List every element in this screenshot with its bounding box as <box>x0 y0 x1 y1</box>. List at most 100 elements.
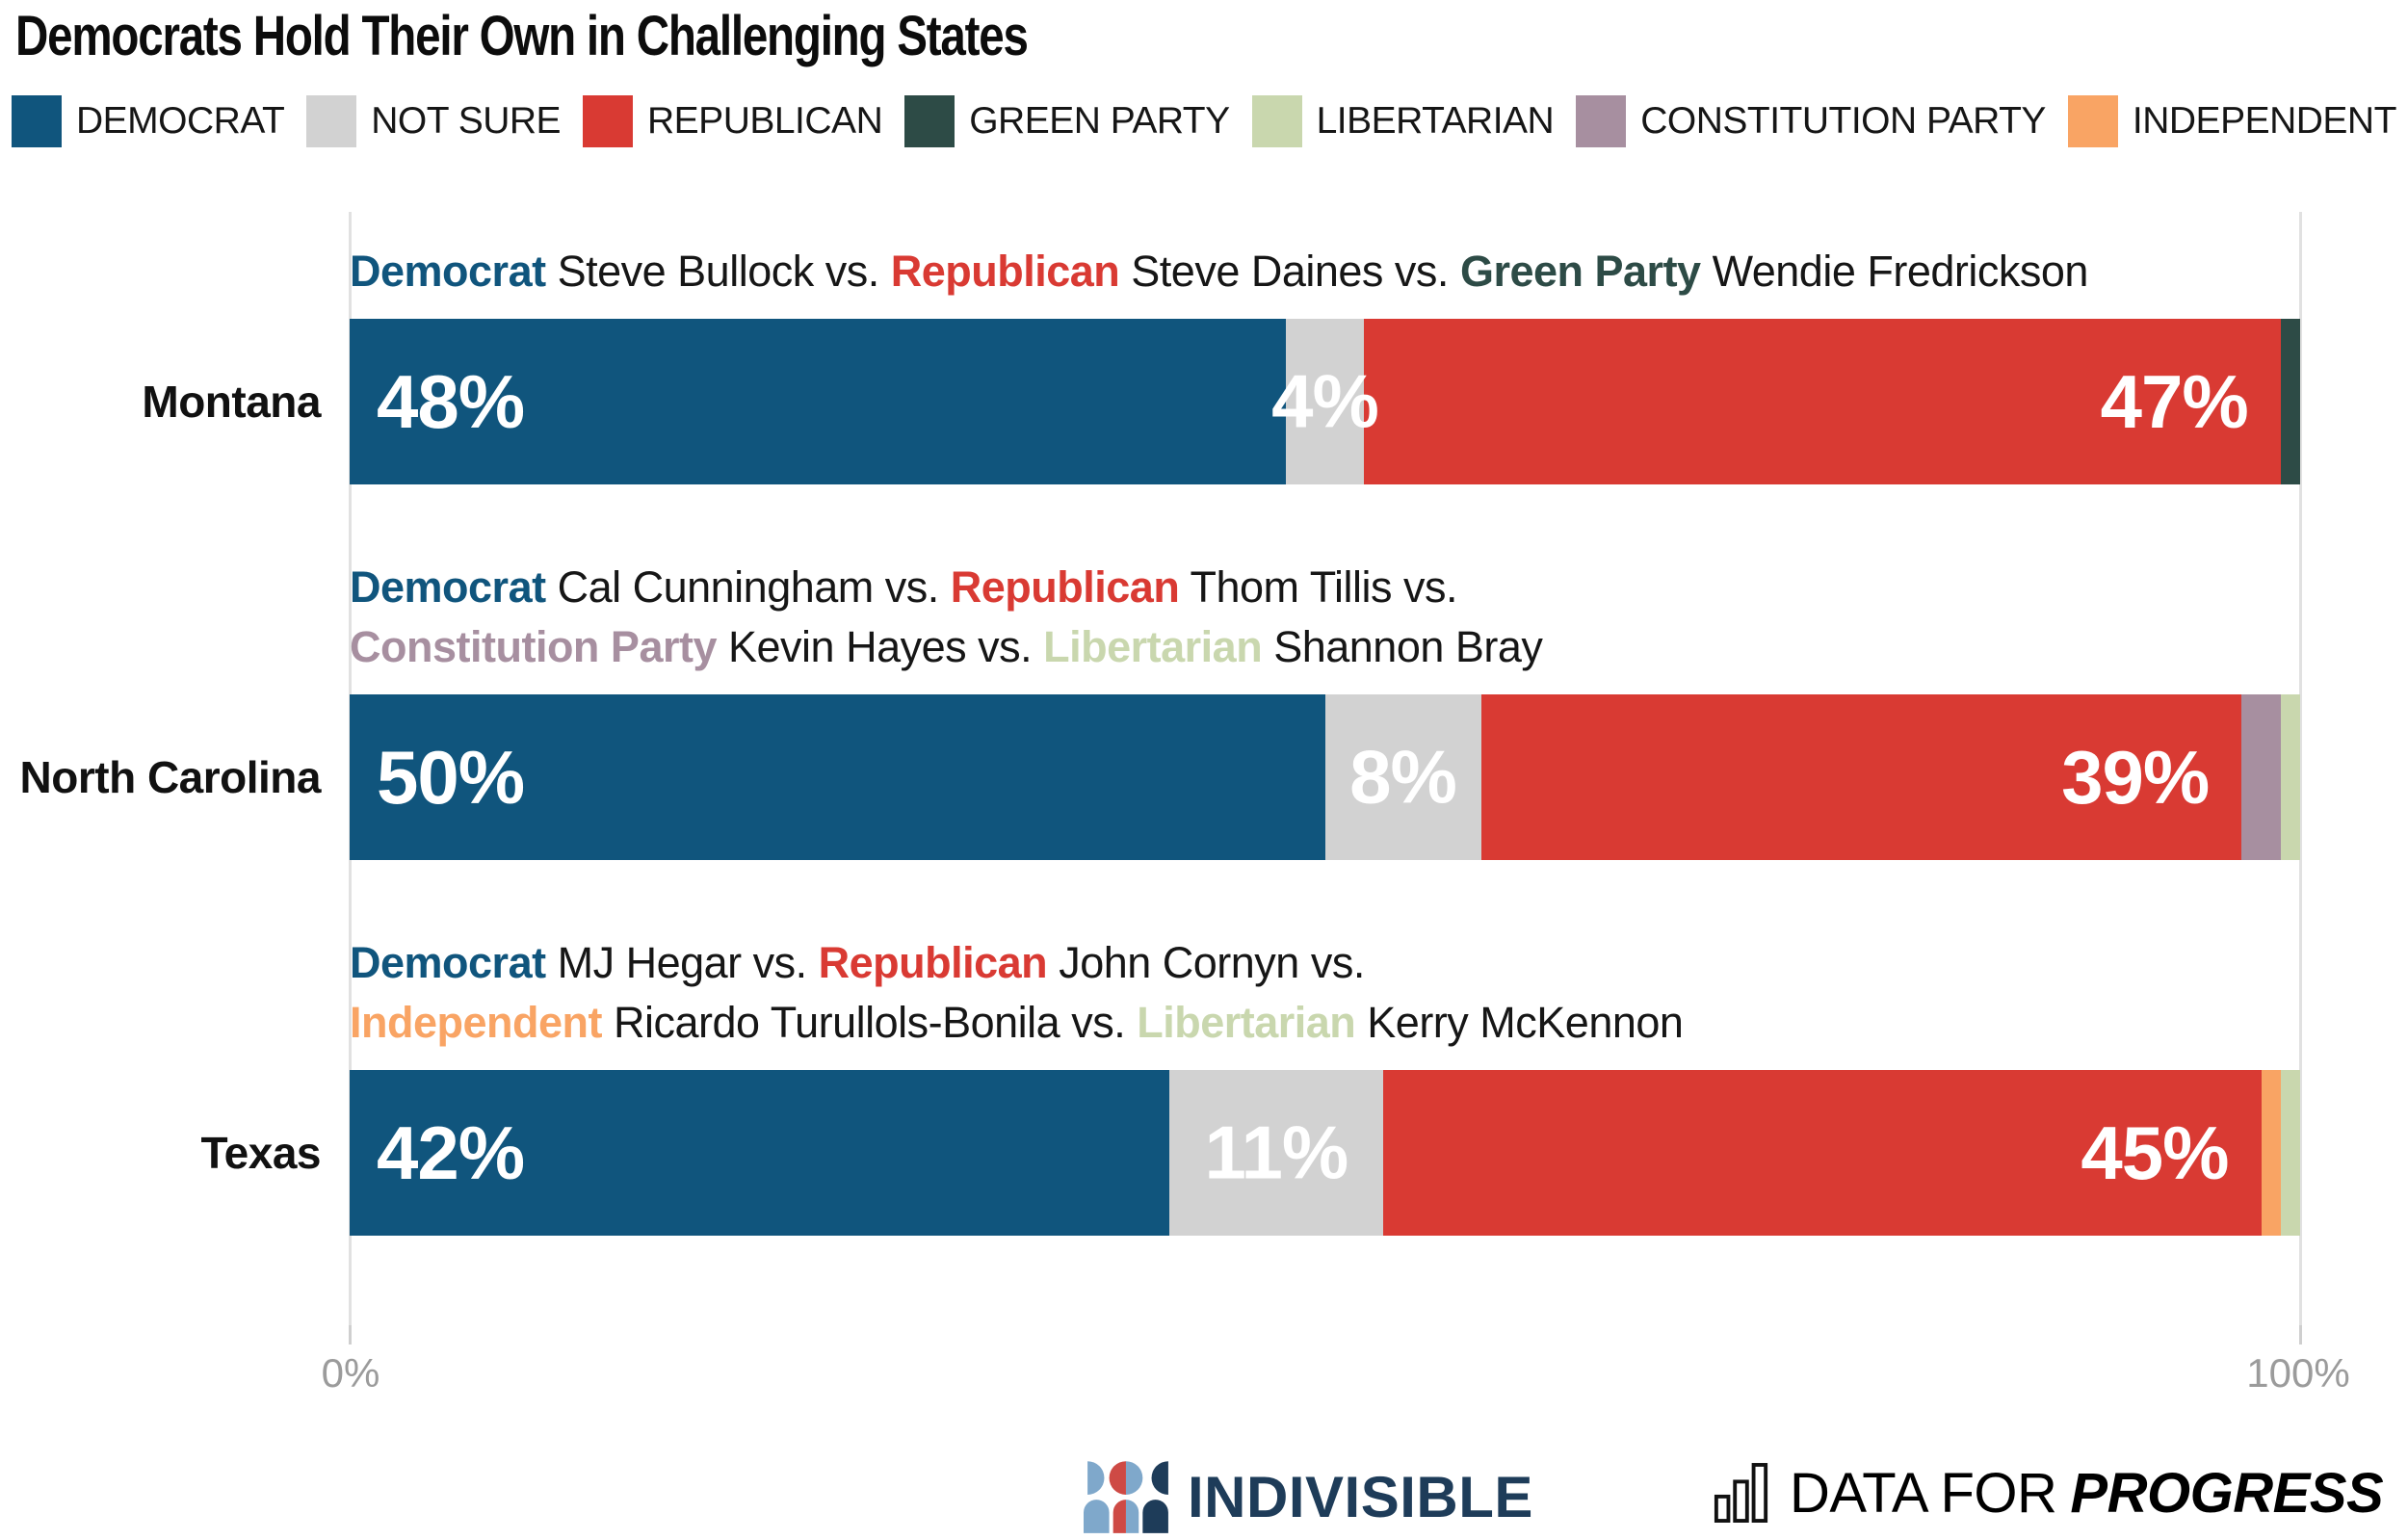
legend-swatch-democrat <box>12 95 62 147</box>
percent-label-texas-republican: 45% <box>2081 1109 2229 1195</box>
legend-label-not_sure: NOT SURE <box>371 100 562 142</box>
legend-swatch-green_party <box>904 95 955 147</box>
state-label-texas: Texas <box>200 1128 321 1178</box>
legend-item-republican: REPUBLICAN <box>583 95 883 147</box>
state-label-montana: Montana <box>142 377 321 427</box>
chart-row-texas: Democrat MJ Hegar vs. Republican John Co… <box>200 933 2300 1236</box>
race-label-line: Democrat MJ Hegar vs. Republican John Co… <box>350 933 2300 993</box>
candidate-text: John Cornyn vs. <box>1047 938 1365 987</box>
party-name-republican: Republican <box>890 247 1120 296</box>
candidate-text: Kevin Hayes vs. <box>717 622 1044 671</box>
candidate-text: Thom Tillis vs. <box>1179 562 1458 612</box>
party-name-democrat: Democrat <box>350 247 546 296</box>
segment-montana-green_party <box>2280 319 2300 484</box>
segment-texas-democrat: 42% <box>350 1070 1169 1236</box>
segment-montana-republican: 47% <box>1364 319 2281 484</box>
segment-montana-not_sure: 4% <box>1271 319 1379 484</box>
legend-item-not_sure: NOT SURE <box>306 95 562 147</box>
party-name-democrat: Democrat <box>350 938 546 987</box>
percent-label-texas-not_sure: 11% <box>1204 1109 1348 1195</box>
dfp-wordmark-regular: DATA FOR <box>1790 1461 2057 1525</box>
dfp-wordmark: DATA FOR PROGRESS <box>1790 1461 2384 1526</box>
chart-row-north-carolina: Democrat Cal Cunningham vs. Republican T… <box>20 558 2300 860</box>
legend-item-independent: INDEPENDENT <box>2067 95 2397 147</box>
party-name-democrat: Democrat <box>350 562 546 612</box>
axis-label-100: 100% <box>2246 1350 2350 1396</box>
candidate-text: MJ Hegar vs. <box>545 938 819 987</box>
legend: DEMOCRAT NOT SURE REPUBLICAN GREEN PARTY LIB… <box>12 95 2396 147</box>
race-label-north-carolina: Democrat Cal Cunningham vs. Republican T… <box>350 558 2300 677</box>
party-name-republican: Republican <box>950 562 1180 612</box>
percent-label-montana-republican: 47% <box>2100 358 2249 444</box>
axis-label-0: 0% <box>321 1350 380 1396</box>
percent-label-texas-democrat: 42% <box>377 1109 525 1195</box>
bar-wrap-texas: Texas 42% 11% 45% <box>200 1070 2300 1236</box>
legend-label-constitution_party: CONSTITUTION PARTY <box>1640 100 2046 142</box>
indivisible-wordmark: INDIVISIBLE <box>1188 1464 1533 1529</box>
indivisible-logo: INDIVISIBLE <box>1084 1460 1533 1533</box>
data-for-progress-logo: DATA FOR PROGRESS <box>1713 1460 2384 1526</box>
state-label-north-carolina: North Carolina <box>19 752 322 802</box>
race-label-line: Democrat Steve Bullock vs. Republican St… <box>350 242 2300 301</box>
candidate-text: Shannon Bray <box>1262 622 1543 671</box>
legend-label-democrat: DEMOCRAT <box>76 100 285 142</box>
segment-texas-independent <box>2261 1070 2281 1236</box>
candidate-text: Cal Cunningham vs. <box>545 562 951 612</box>
stacked-bar-texas: 42% 11% 45% <box>350 1070 2300 1236</box>
gridline-100pct <box>2299 212 2302 1343</box>
party-name-libertarian: Libertarian <box>1137 998 1356 1047</box>
legend-swatch-not_sure <box>306 95 357 147</box>
race-label-texas: Democrat MJ Hegar vs. Republican John Co… <box>350 933 2300 1053</box>
bar-wrap-north-carolina: North Carolina 50% 8% 39% <box>20 694 2300 860</box>
segment-texas-not_sure: 11% <box>1168 1070 1384 1236</box>
legend-label-green_party: GREEN PARTY <box>969 100 1230 142</box>
segment-north-carolina-constitution_party <box>2241 694 2281 860</box>
party-name-constitution_party: Constitution Party <box>350 622 718 671</box>
legend-swatch-independent <box>2067 95 2118 147</box>
legend-item-libertarian: LIBERTARIAN <box>1251 95 1555 147</box>
stacked-bar-north-carolina: 50% 8% 39% <box>350 694 2300 860</box>
candidate-text: Steve Daines vs. <box>1119 247 1460 296</box>
dfp-wordmark-bold: PROGRESS <box>2070 1461 2384 1525</box>
legend-swatch-republican <box>583 95 633 147</box>
legend-item-democrat: DEMOCRAT <box>12 95 285 147</box>
indivisible-icon <box>1084 1461 1168 1533</box>
axis-tick-0 <box>349 1325 352 1344</box>
legend-swatch-libertarian <box>1251 95 1302 147</box>
legend-swatch-constitution_party <box>1576 95 1627 147</box>
percent-label-north-carolina-republican: 39% <box>2061 734 2210 820</box>
segment-north-carolina-libertarian <box>2280 694 2300 860</box>
candidate-text: Ricardo Turullols-Bonila vs. <box>602 998 1138 1047</box>
party-name-libertarian: Libertarian <box>1043 622 1263 671</box>
legend-item-green_party: GREEN PARTY <box>904 95 1230 147</box>
legend-item-constitution_party: CONSTITUTION PARTY <box>1576 95 2046 147</box>
race-label-line: Constitution Party Kevin Hayes vs. Liber… <box>350 617 2300 677</box>
segment-north-carolina-not_sure: 8% <box>1324 694 1481 860</box>
percent-label-north-carolina-not_sure: 8% <box>1349 734 1457 820</box>
legend-label-republican: REPUBLICAN <box>647 100 883 142</box>
percent-label-north-carolina-democrat: 50% <box>377 734 525 820</box>
stacked-bar-montana: 48% 4% 47% <box>350 319 2300 484</box>
percent-label-montana-not_sure: 4% <box>1271 358 1379 444</box>
legend-label-libertarian: LIBERTARIAN <box>1316 100 1555 142</box>
segment-north-carolina-republican: 39% <box>1480 694 2242 860</box>
race-label-line: Democrat Cal Cunningham vs. Republican T… <box>350 558 2300 617</box>
party-name-republican: Republican <box>818 938 1048 987</box>
segment-texas-libertarian <box>2280 1070 2300 1236</box>
candidate-text: Kerry McKennon <box>1355 998 1684 1047</box>
race-label-montana: Democrat Steve Bullock vs. Republican St… <box>350 242 2300 301</box>
percent-label-montana-democrat: 48% <box>377 358 525 444</box>
page-title: Democrats Hold Their Own in Challenging … <box>15 5 1029 67</box>
race-label-line: Independent Ricardo Turullols-Bonila vs.… <box>350 993 2300 1053</box>
segment-texas-republican: 45% <box>1383 1070 2262 1236</box>
chart-row-montana: Democrat Steve Bullock vs. Republican St… <box>142 242 2300 484</box>
candidate-text: Steve Bullock vs. <box>545 247 891 296</box>
legend-label-independent: INDEPENDENT <box>2132 100 2397 142</box>
x-axis: 0% 100% <box>0 1325 2408 1422</box>
segment-north-carolina-democrat: 50% <box>350 694 1325 860</box>
chart-rows: Democrat Steve Bullock vs. Republican St… <box>20 207 2300 1236</box>
candidate-text: Wendie Fredrickson <box>1700 247 2089 296</box>
axis-tick-100 <box>2299 1325 2302 1344</box>
bar-wrap-montana: Montana 48% 4% 47% <box>142 319 2300 484</box>
party-name-independent: Independent <box>350 998 603 1047</box>
